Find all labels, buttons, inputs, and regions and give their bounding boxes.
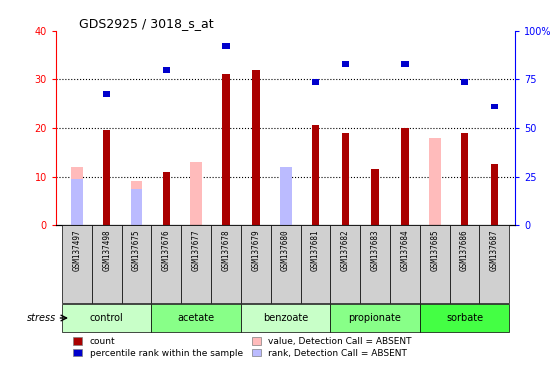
Bar	[252, 18, 259, 25]
FancyBboxPatch shape	[330, 225, 360, 303]
Bar	[130, 189, 142, 225]
Text: GSM137498: GSM137498	[102, 229, 111, 271]
Bar	[401, 61, 409, 67]
Text: GSM137497: GSM137497	[72, 229, 81, 271]
FancyBboxPatch shape	[151, 305, 241, 332]
Text: GSM137679: GSM137679	[251, 229, 260, 271]
Text: GSM137682: GSM137682	[340, 229, 350, 271]
Text: acetate: acetate	[178, 313, 214, 323]
Text: GSM137676: GSM137676	[162, 229, 171, 271]
Bar	[103, 130, 110, 225]
Text: GSM137686: GSM137686	[460, 229, 469, 271]
Bar	[252, 70, 259, 225]
Text: benzoate: benzoate	[263, 313, 308, 323]
Bar	[312, 79, 319, 85]
Bar	[130, 181, 142, 225]
Bar	[342, 133, 349, 225]
Bar	[222, 43, 230, 49]
Bar	[371, 169, 379, 225]
Bar	[491, 104, 498, 109]
Text: GSM137685: GSM137685	[430, 229, 439, 271]
Text: GSM137687: GSM137687	[490, 229, 499, 271]
FancyBboxPatch shape	[151, 225, 181, 303]
FancyBboxPatch shape	[420, 305, 509, 332]
Bar	[71, 167, 83, 225]
Bar	[162, 172, 170, 225]
Text: GSM137680: GSM137680	[281, 229, 290, 271]
Bar	[312, 126, 319, 225]
Text: GSM137681: GSM137681	[311, 229, 320, 271]
FancyBboxPatch shape	[62, 305, 151, 332]
Text: stress: stress	[27, 313, 57, 323]
Bar	[401, 128, 409, 225]
FancyBboxPatch shape	[92, 225, 122, 303]
Text: control: control	[90, 313, 124, 323]
FancyBboxPatch shape	[360, 225, 390, 303]
FancyBboxPatch shape	[479, 225, 509, 303]
FancyBboxPatch shape	[270, 225, 301, 303]
Text: GSM137678: GSM137678	[221, 229, 231, 271]
Bar	[461, 133, 468, 225]
Text: GSM137677: GSM137677	[192, 229, 200, 271]
FancyBboxPatch shape	[241, 305, 330, 332]
Bar	[222, 74, 230, 225]
Text: sorbate: sorbate	[446, 313, 483, 323]
FancyBboxPatch shape	[122, 225, 151, 303]
Bar	[279, 167, 292, 225]
Bar	[491, 164, 498, 225]
FancyBboxPatch shape	[241, 225, 270, 303]
FancyBboxPatch shape	[62, 225, 92, 303]
Text: propionate: propionate	[349, 313, 402, 323]
FancyBboxPatch shape	[181, 225, 211, 303]
FancyBboxPatch shape	[211, 225, 241, 303]
Text: GSM137675: GSM137675	[132, 229, 141, 271]
Bar	[461, 79, 468, 85]
Text: GSM137683: GSM137683	[371, 229, 380, 271]
Bar	[103, 91, 110, 97]
Legend: count, percentile rank within the sample, value, Detection Call = ABSENT, rank, : count, percentile rank within the sample…	[69, 333, 415, 361]
Bar	[429, 137, 441, 225]
Bar	[162, 67, 170, 73]
Text: GDS2925 / 3018_s_at: GDS2925 / 3018_s_at	[79, 17, 213, 30]
FancyBboxPatch shape	[301, 225, 330, 303]
FancyBboxPatch shape	[450, 225, 479, 303]
Bar	[190, 162, 202, 225]
FancyBboxPatch shape	[390, 225, 420, 303]
FancyBboxPatch shape	[330, 305, 420, 332]
Bar	[71, 179, 83, 225]
Bar	[342, 61, 349, 67]
Bar	[279, 169, 292, 225]
FancyBboxPatch shape	[420, 225, 450, 303]
Text: GSM137684: GSM137684	[400, 229, 409, 271]
